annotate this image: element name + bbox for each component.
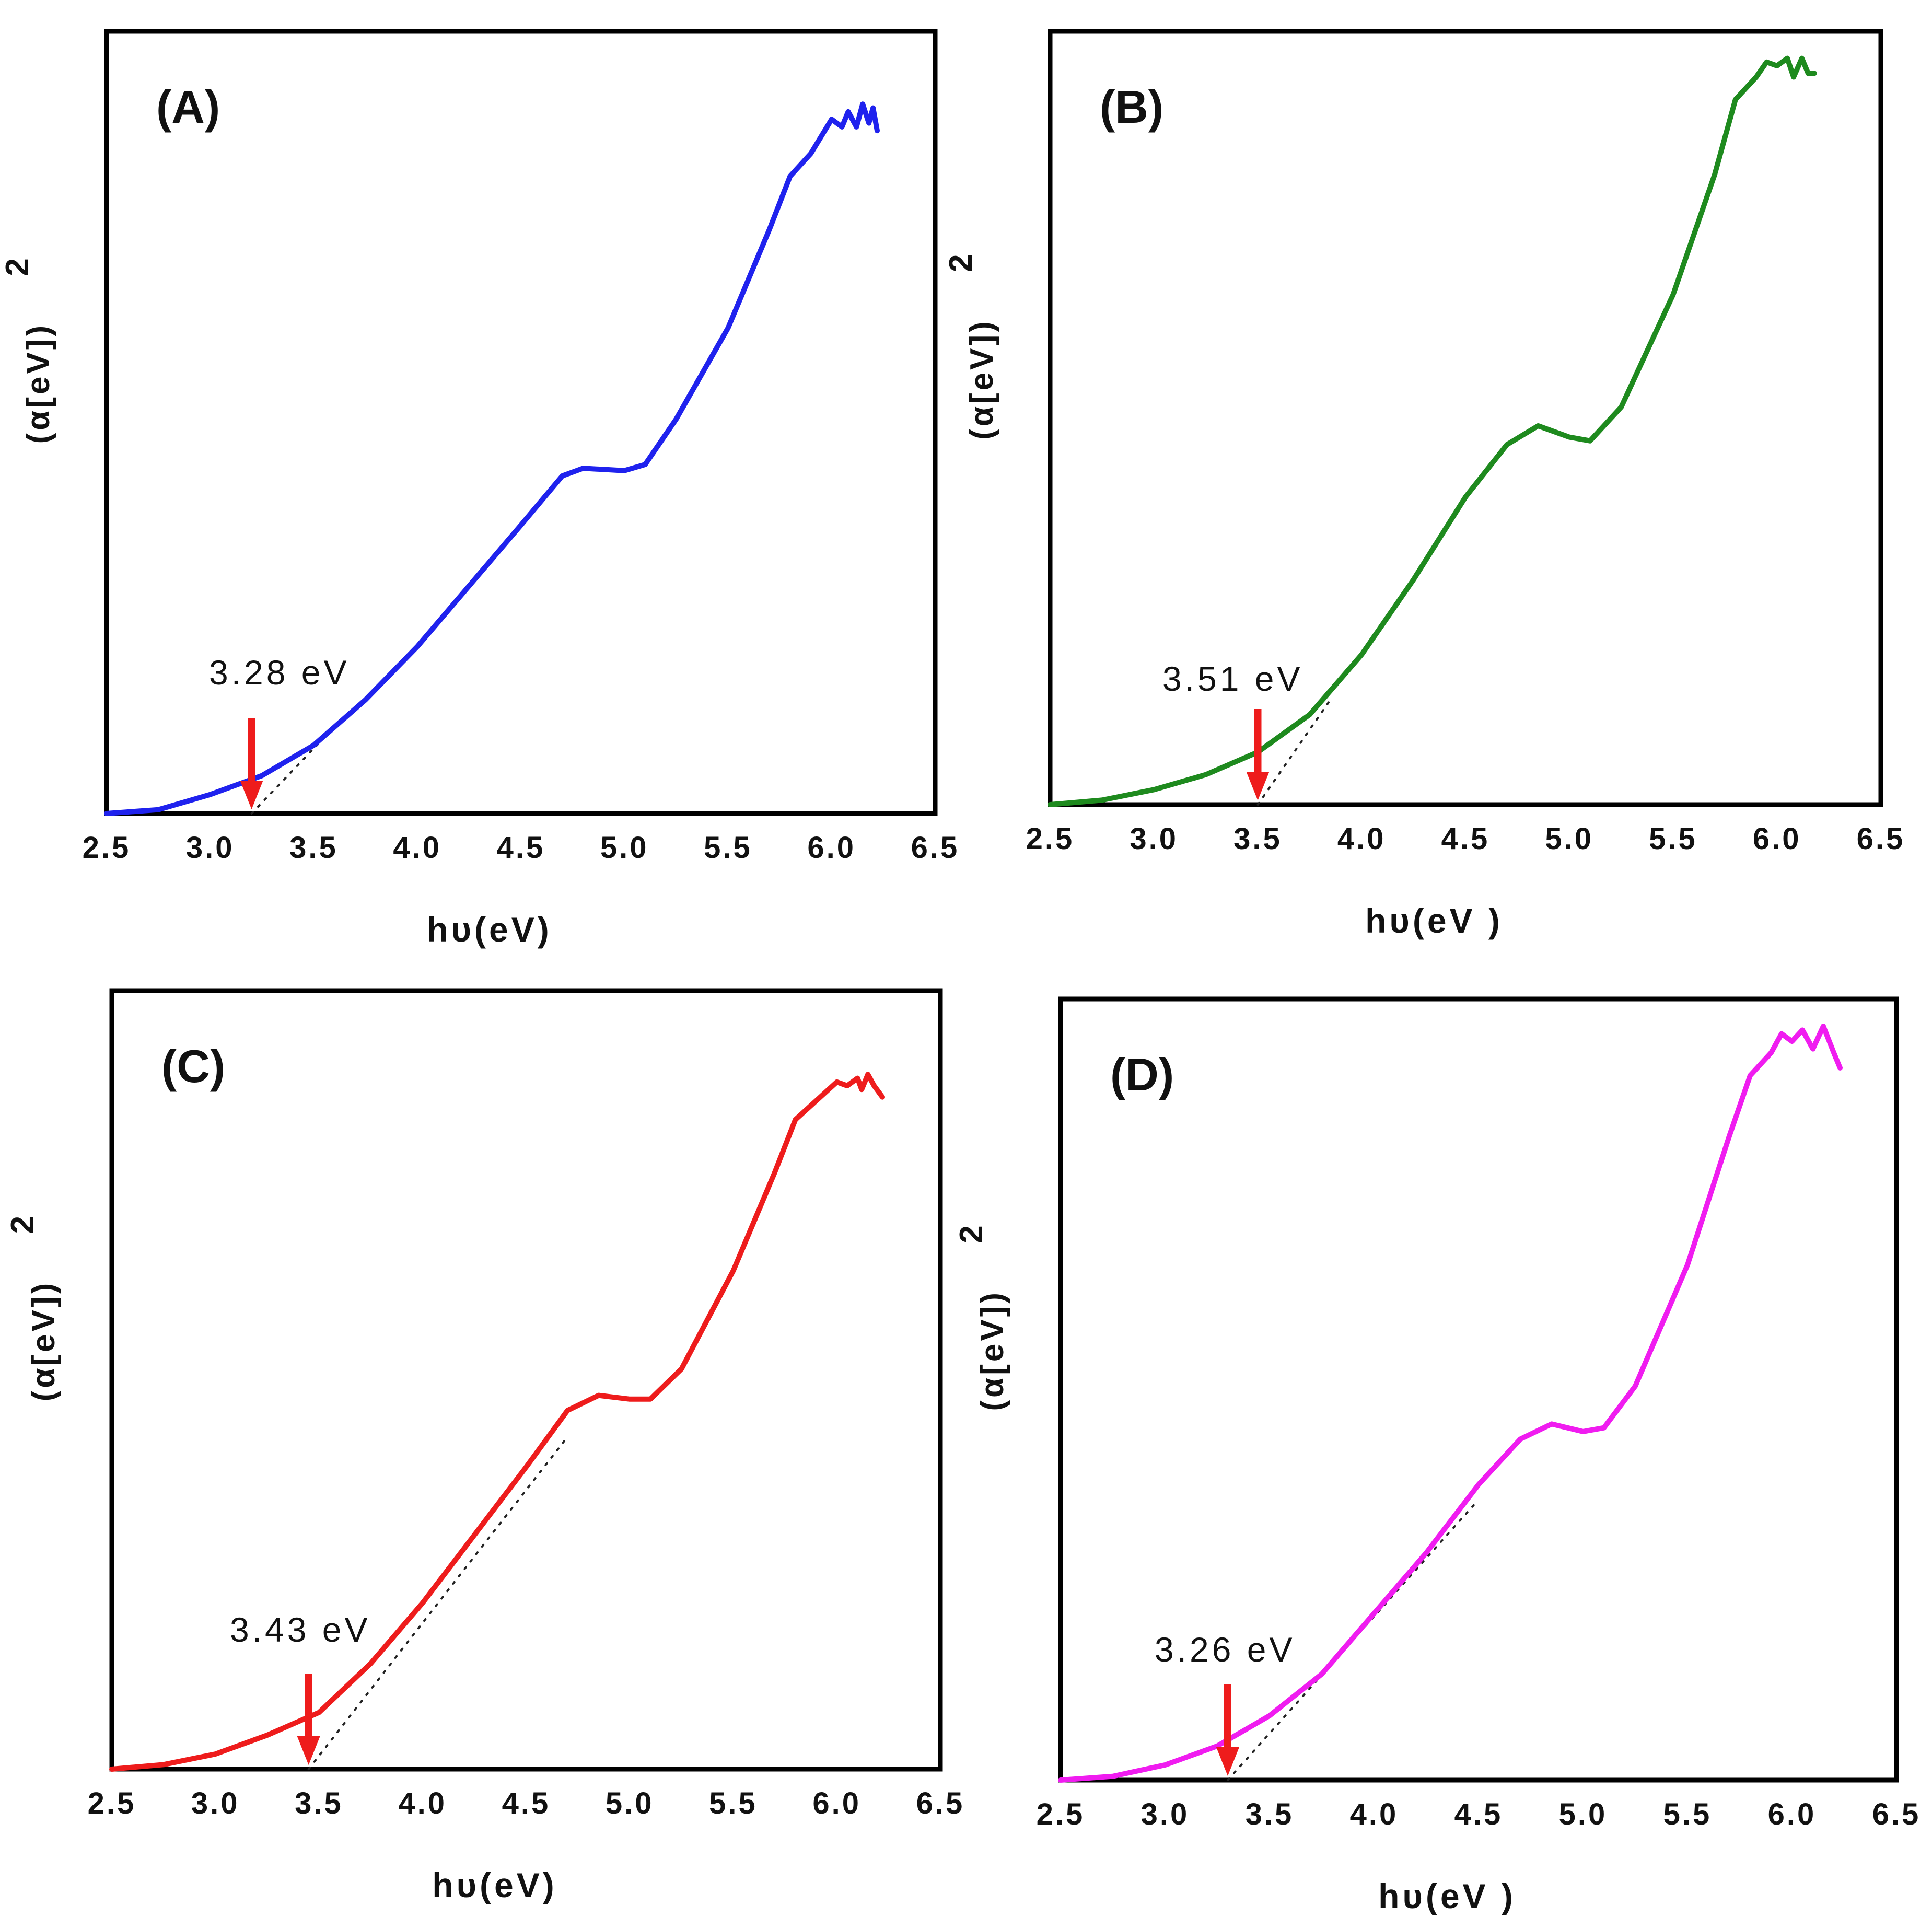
y-axis-label-superscript: 2 xyxy=(943,252,979,272)
band-gap-annotation: 3.51 eV xyxy=(1162,659,1303,698)
plot-frame xyxy=(1048,29,1883,807)
y-axis-label: (α[eV]) xyxy=(20,323,56,444)
y-axis-label-superscript: 2 xyxy=(5,1213,41,1234)
x-tick-label: 6.0 xyxy=(1768,1797,1817,1831)
panel-label: (C) xyxy=(161,1040,225,1092)
x-tick-label: 2.5 xyxy=(1026,822,1075,856)
x-axis-label: hυ(eV) xyxy=(427,910,552,949)
panel-label: (B) xyxy=(1100,81,1163,133)
x-tick-label: 3.0 xyxy=(186,831,235,865)
x-tick-label: 6.0 xyxy=(812,1786,861,1820)
data-series-line xyxy=(104,101,880,816)
x-tick-label: 6.5 xyxy=(916,1786,965,1820)
x-tick-label: 5.0 xyxy=(1545,822,1593,856)
data-series-line xyxy=(1058,1024,1843,1783)
x-tick-label: 4.0 xyxy=(393,831,441,865)
x-tick-label: 4.0 xyxy=(1337,822,1386,856)
y-axis-label-superscript: 2 xyxy=(0,255,36,276)
chart-panel-a: 2.5 3.0 3.5 4.0 4.5 5.0 5.5 6.0 6.5 hυ(eV) (α[eV])… xyxy=(0,29,960,949)
plot-frame xyxy=(1058,996,1899,1783)
x-tick-label: 3.0 xyxy=(191,1786,240,1820)
x-tick-label: 4.0 xyxy=(398,1786,447,1820)
x-tick-label: 6.5 xyxy=(1857,822,1905,856)
x-tick-label: 2.5 xyxy=(88,1786,136,1820)
plot-frame xyxy=(104,29,938,816)
plot-frame xyxy=(109,988,943,1772)
x-tick-label: 3.5 xyxy=(1246,1797,1294,1831)
x-tick-label: 3.0 xyxy=(1130,822,1178,856)
x-tick-label: 4.0 xyxy=(1350,1797,1399,1831)
chart-panel-c: 2.5 3.0 3.5 4.0 4.5 5.0 5.5 6.0 6.5 hυ(eV) (α[eV])… xyxy=(5,988,965,1904)
x-tick-label: 5.0 xyxy=(1559,1797,1608,1831)
x-tick-label: 4.5 xyxy=(502,1786,551,1820)
tangent-line xyxy=(1256,699,1332,806)
panel-label: (D) xyxy=(1110,1049,1174,1100)
panel-label: (A) xyxy=(156,81,220,133)
band-gap-arrow-head xyxy=(297,1736,320,1765)
x-tick-label: 5.5 xyxy=(1663,1797,1712,1831)
x-tick-label: 2.5 xyxy=(1037,1797,1085,1831)
y-axis-label: (α[eV]) xyxy=(964,319,1000,440)
band-gap-annotation: 3.26 eV xyxy=(1155,1630,1296,1669)
x-tick-label: 5.0 xyxy=(600,831,649,865)
x-axis-label: hυ(eV) xyxy=(432,1866,557,1904)
tangent-line xyxy=(250,736,325,815)
band-gap-arrow-head xyxy=(240,781,263,809)
x-tick-label: 6.0 xyxy=(1753,822,1801,856)
x-tick-label: 6.5 xyxy=(911,831,960,865)
chart-panel-d: 2.5 3.0 3.5 4.0 4.5 5.0 5.5 6.0 6.5 hυ(eV ) (α[eV]… xyxy=(953,996,1921,1915)
x-tick-label: 4.5 xyxy=(1441,822,1490,856)
x-axis-label: hυ(eV ) xyxy=(1378,1877,1516,1915)
x-tick-label: 6.5 xyxy=(1872,1797,1921,1831)
data-series-line xyxy=(109,1072,885,1772)
x-axis-label: hυ(eV ) xyxy=(1365,901,1503,940)
x-tick-label: 3.0 xyxy=(1141,1797,1190,1831)
x-tick-label: 5.5 xyxy=(709,1786,758,1820)
band-gap-annotation: 3.43 eV xyxy=(230,1610,371,1649)
y-axis-label: (α[eV]) xyxy=(974,1290,1010,1411)
x-tick-label: 4.5 xyxy=(497,831,545,865)
x-tick-label: 2.5 xyxy=(83,831,131,865)
tangent-line xyxy=(307,1436,569,1770)
x-tick-label: 3.5 xyxy=(295,1786,343,1820)
x-tick-label: 3.5 xyxy=(1233,822,1282,856)
chart-panel-b: 2.5 3.0 3.5 4.0 4.5 5.0 5.5 6.0 6.5 hυ(eV ) (α[eV]… xyxy=(943,29,1905,940)
x-tick-label: 3.5 xyxy=(289,831,338,865)
band-gap-annotation: 3.28 eV xyxy=(209,653,350,692)
band-gap-arrow-head xyxy=(1246,772,1270,800)
x-tick-label: 5.5 xyxy=(1649,822,1697,856)
x-tick-label: 5.5 xyxy=(704,831,752,865)
y-axis-label-superscript: 2 xyxy=(953,1223,990,1243)
x-tick-label: 4.5 xyxy=(1454,1797,1503,1831)
band-gap-arrow-head xyxy=(1216,1747,1239,1776)
x-tick-label: 6.0 xyxy=(807,831,856,865)
y-axis-label: (α[eV]) xyxy=(26,1281,62,1402)
x-tick-label: 5.0 xyxy=(606,1786,654,1820)
